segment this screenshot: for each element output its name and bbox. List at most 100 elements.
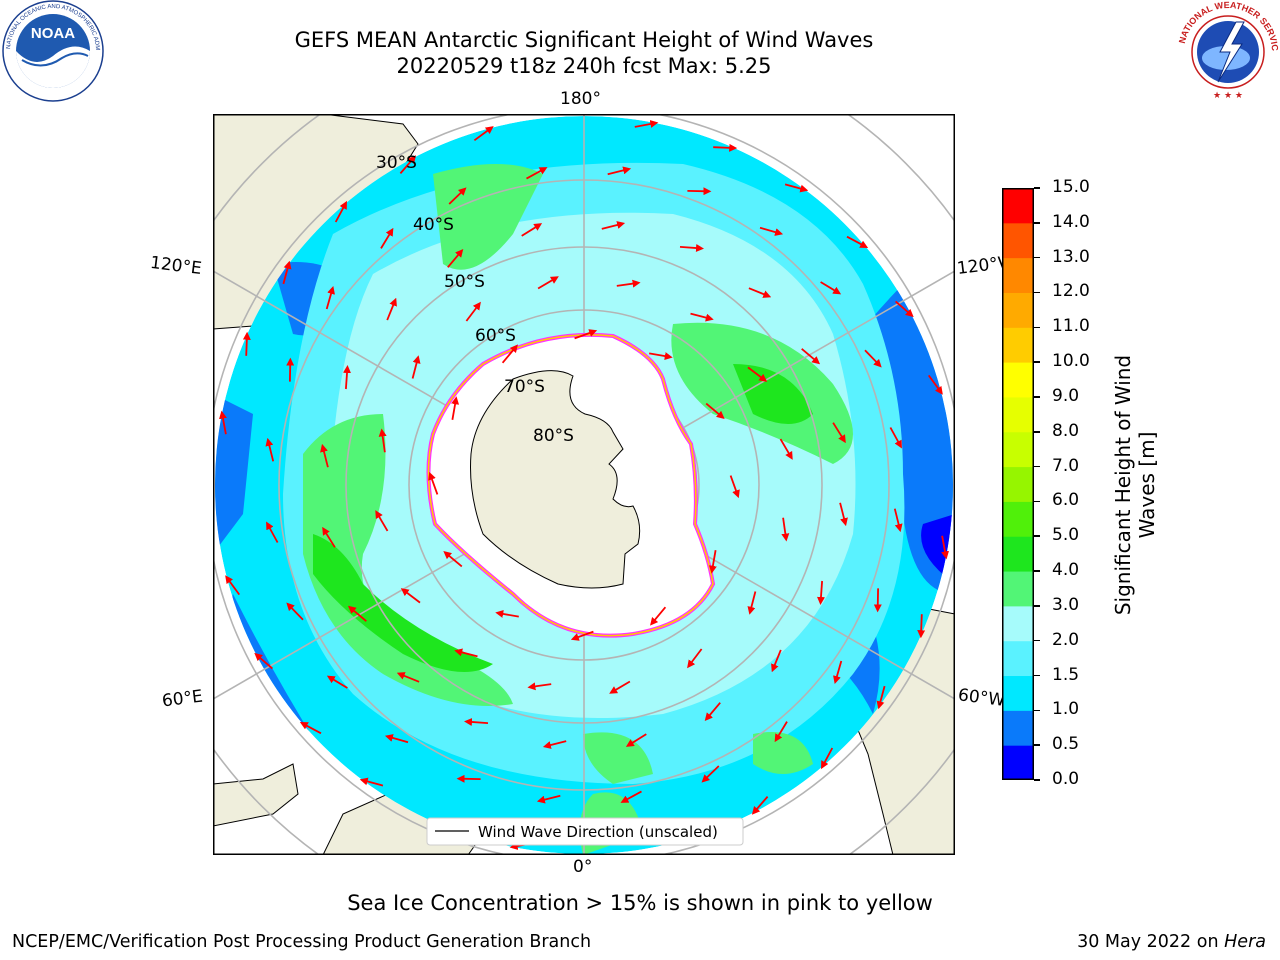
wave-direction-arrow — [265, 437, 275, 462]
wave-direction-arrow — [495, 609, 519, 618]
wave-direction-arrow — [729, 475, 740, 499]
colorbar-bin — [1002, 675, 1034, 711]
colorbar-tick-label: 10.0 — [1052, 351, 1090, 372]
colorbar-tick-label: 15.0 — [1052, 177, 1090, 197]
wave-direction-arrow — [704, 702, 721, 722]
wave-direction-arrow — [781, 517, 790, 542]
wave-direction-arrow — [701, 765, 720, 783]
lon-label-60e: 60°E — [160, 686, 204, 712]
colorbar-tick-label: 0.0 — [1052, 769, 1080, 789]
wave-direction-arrow — [687, 648, 703, 669]
wave-direction-arrow — [771, 649, 782, 673]
colorbar-tick-mark — [1034, 326, 1040, 329]
wave-direction-arrow — [601, 221, 626, 230]
colorbar-tick-mark — [1034, 222, 1040, 224]
lon-label-0: 0° — [573, 857, 593, 877]
wave-direction-arrow — [616, 279, 641, 288]
lat-label-80s: 80°S — [533, 426, 574, 446]
wave-direction-arrow — [428, 471, 439, 495]
map-border — [213, 114, 955, 855]
wave-direction-arrow — [473, 126, 494, 142]
wave-direction-arrow — [839, 502, 848, 527]
colorbar-bin — [1002, 431, 1034, 468]
wave-direction-arrow — [448, 187, 467, 205]
wave-direction-arrow — [820, 281, 842, 295]
wave-direction-arrow — [846, 235, 869, 248]
wave-direction-arrow — [359, 777, 384, 787]
credit-line: NCEP/EMC/Verification Post Processing Pr… — [12, 932, 592, 952]
wave-direction-arrow — [649, 352, 673, 361]
wave-direction-arrow — [536, 794, 561, 804]
wave-direction-arrow — [286, 602, 304, 621]
wave-direction-arrow — [325, 285, 335, 310]
wave-direction-arrow — [386, 297, 397, 321]
wave-direction-arrow — [451, 396, 460, 420]
wave-direction-arrow — [299, 722, 322, 735]
wave-direction-arrow — [801, 348, 821, 365]
colorbar-bin — [1002, 327, 1034, 363]
wave-direction-arrow — [399, 155, 417, 174]
colorbar-bin — [1002, 605, 1034, 642]
wave-direction-arrow — [334, 200, 347, 223]
wave-direction-arrow — [832, 422, 846, 444]
colorbar-tick-label: 9.0 — [1052, 385, 1080, 406]
colorbar-tick-label: 1.5 — [1052, 664, 1080, 685]
map-subtitle: 20220529 t18z 240h fcst Max: 5.25 — [396, 54, 772, 78]
wave-direction-arrow — [784, 183, 809, 193]
legend-label: Wind Wave Direction (unscaled) — [478, 823, 718, 841]
colorbar-tick-label: 8.0 — [1052, 420, 1080, 441]
noaa-logo-text: NOAA — [31, 25, 75, 42]
wave-direction-arrow — [343, 365, 352, 390]
colorbar-tick-mark — [1034, 570, 1040, 572]
wave-direction-arrow — [380, 227, 394, 249]
wave-direction-arrow — [464, 717, 489, 726]
wave-direction-arrow — [927, 374, 943, 395]
wave-direction-arrow — [454, 648, 478, 658]
colorbar-bin — [1002, 745, 1034, 780]
wave-direction-arrow — [326, 675, 348, 689]
colorbar-tick-mark — [1034, 396, 1040, 398]
colorbar-bin — [1002, 501, 1034, 537]
wave-direction-arrow — [527, 682, 552, 691]
colorbar-bin — [1002, 362, 1034, 398]
wave-direction-arrow — [501, 344, 518, 364]
colorbar-tick-label: 6.0 — [1052, 490, 1080, 511]
wave-direction-arrow — [634, 120, 659, 128]
wave-direction-arrow — [917, 614, 926, 639]
colorbar-tick-label: 12.0 — [1052, 281, 1090, 302]
colorbar-tick-label: 5.0 — [1052, 525, 1080, 546]
map-title: GEFS MEAN Antarctic Significant Height o… — [294, 28, 874, 52]
wave-direction-arrow — [625, 733, 647, 747]
colorbar-tick-mark — [1034, 744, 1040, 746]
colorbar-tick-mark — [1034, 431, 1040, 433]
colorbar-tick-label: 2.0 — [1052, 629, 1080, 650]
colorbar-tick-label: 3.0 — [1052, 594, 1080, 615]
nws-logo: NATIONAL WEATHER SERVICE ★ ★ ★ — [1176, 0, 1280, 102]
colorbar-tick-mark — [1034, 674, 1040, 677]
wave-direction-arrow — [816, 580, 825, 605]
wave-direction-arrow — [443, 551, 463, 568]
wave-direction-arrow — [705, 402, 725, 419]
host-name: Hera — [1224, 932, 1266, 952]
colorbar-tick-mark — [1034, 256, 1040, 259]
colorbar-tick-label: 7.0 — [1052, 455, 1080, 476]
wave-direction-arrow — [713, 143, 738, 152]
colorbar-bin — [1002, 257, 1034, 293]
wave-direction-arrow — [225, 575, 241, 596]
sea-ice-note: Sea Ice Concentration > 15% is shown in … — [347, 891, 933, 915]
wave-direction-arrow — [751, 796, 769, 815]
wave-direction-arrow — [320, 443, 329, 468]
date-stamp: 30 May 2022 on Hera — [1077, 932, 1266, 952]
colorbar-bin — [1002, 292, 1034, 328]
antarctica-land — [470, 370, 641, 589]
colorbar-tick-label: 4.0 — [1052, 560, 1080, 581]
wave-direction-arrow — [941, 535, 949, 560]
wave-direction-arrow — [282, 260, 292, 285]
wave-direction-arrow — [537, 276, 559, 290]
wave-direction-arrow — [895, 300, 914, 318]
colorbar-tick-mark — [1034, 605, 1040, 607]
colorbar-label: Significant Height of Wind Waves [m] — [1111, 354, 1159, 616]
colorbar-tick-mark — [1034, 465, 1040, 468]
colorbar-tick-label: 1.0 — [1052, 699, 1080, 720]
wave-direction-arrow — [774, 721, 788, 743]
